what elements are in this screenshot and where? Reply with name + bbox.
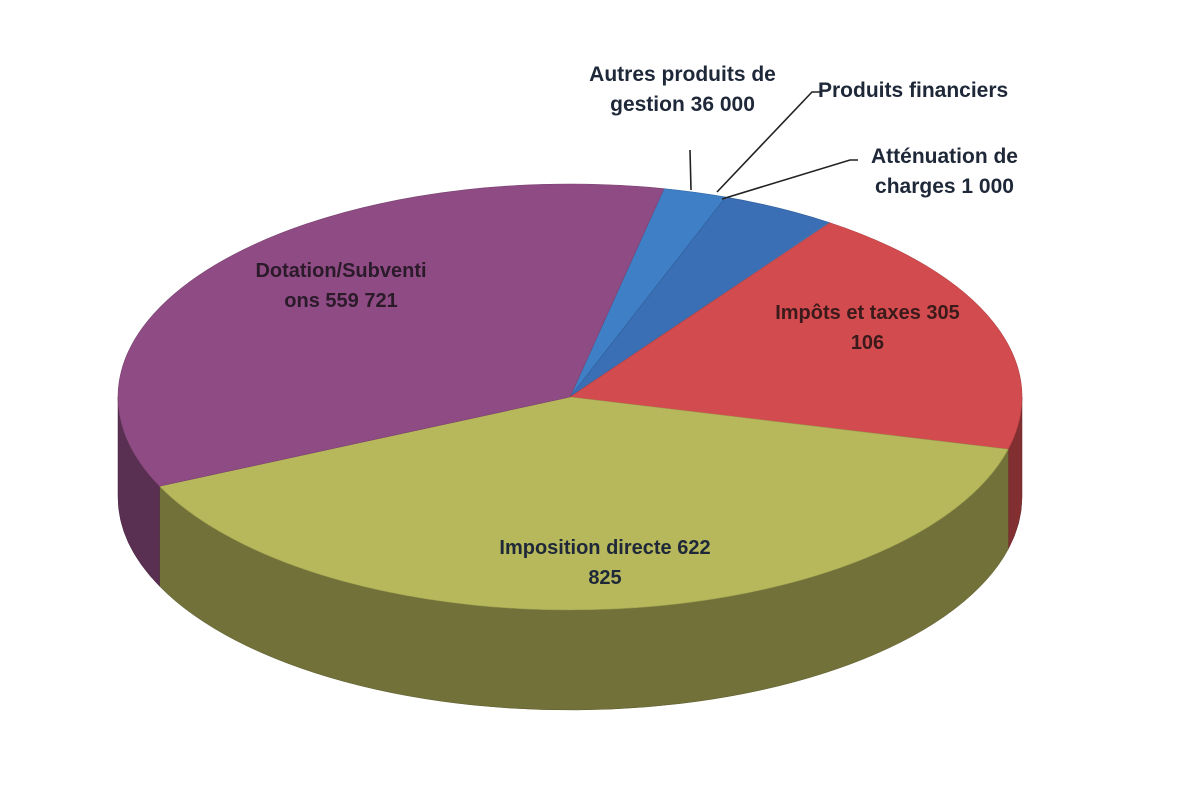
label-name: Atténuation de charges: [871, 145, 1018, 198]
pie-slice: [117, 183, 665, 487]
pie-slice: [569, 222, 1023, 450]
slice-label: Atténuation de charges 1 000: [852, 142, 1037, 202]
slice-label: Produits financiers: [818, 76, 1048, 106]
label-name: Autres produits de gestion: [589, 63, 776, 116]
slice-label: Impôts et taxes 305 106: [765, 298, 970, 358]
pie-slice: [158, 396, 1009, 611]
label-value: 305 106: [850, 302, 960, 354]
label-name: Imposition directe: [499, 537, 672, 559]
label-value: 36 000: [690, 93, 755, 116]
label-value: 559 721: [325, 290, 398, 312]
leader-line: [689, 149, 692, 191]
leader-lines: [689, 91, 858, 200]
slice-label: Dotation/Subventions 559 721: [250, 256, 432, 316]
label-name: Dotation/Subventions: [255, 260, 427, 312]
label-value: 622 825: [588, 537, 711, 589]
label-value: 1 000: [961, 175, 1014, 198]
leader-line: [721, 159, 858, 200]
leader-line: [716, 91, 822, 193]
slice-label: Imposition directe 622 825: [485, 533, 725, 593]
pie-tops: [117, 183, 1023, 611]
pie-sides: [117, 396, 1023, 711]
slice-label: Autres produits de gestion 36 000: [575, 60, 790, 120]
label-name: Impôts et taxes: [775, 302, 921, 324]
label-name: Produits financiers: [818, 79, 1009, 102]
